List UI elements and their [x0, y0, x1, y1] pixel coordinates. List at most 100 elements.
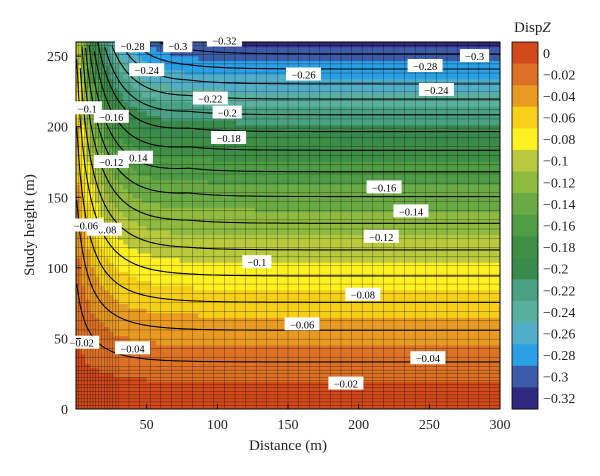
contour-cell	[325, 335, 331, 341]
contour-cell	[245, 110, 251, 116]
contour-cell	[151, 303, 157, 309]
contour-cell	[184, 184, 190, 190]
contour-cell	[207, 253, 214, 259]
contour-cell	[189, 216, 195, 222]
contour-cell	[165, 74, 171, 80]
contour-cell	[363, 335, 369, 341]
contour-cell	[311, 184, 317, 190]
contour-cell	[353, 197, 360, 204]
contour-cell	[344, 390, 350, 396]
contour-cell	[339, 399, 346, 406]
contour-cell	[203, 188, 209, 194]
contour-cell	[344, 197, 350, 204]
contour-cell	[236, 78, 242, 84]
contour-cell	[311, 239, 317, 245]
contour-cell	[339, 253, 346, 259]
contour-cell	[335, 358, 341, 364]
contour-cell	[203, 83, 209, 89]
contour-cell	[259, 106, 266, 112]
contour-cell	[297, 289, 303, 295]
contour-cell	[217, 234, 223, 240]
contour-cell	[278, 275, 284, 282]
contour-cell	[320, 317, 327, 323]
contour-cell	[269, 165, 275, 172]
contour-cell	[160, 110, 167, 116]
contour-cell	[297, 280, 303, 286]
contour-cell	[212, 271, 218, 277]
contour-cell	[344, 225, 350, 231]
contour-cell	[231, 142, 237, 149]
contour-cell	[259, 280, 266, 286]
contour-cell	[203, 46, 209, 52]
contour-cell	[302, 197, 308, 204]
contour-cell	[278, 225, 284, 231]
contour-cell	[259, 390, 266, 396]
contour-cell	[222, 239, 228, 245]
contour-cell	[193, 170, 200, 176]
contour-cell	[250, 358, 256, 364]
contour-cell	[222, 253, 228, 259]
contour-cell	[259, 161, 266, 167]
contour-cell	[193, 289, 200, 295]
contour-cell	[132, 142, 138, 149]
contour-cell	[222, 74, 228, 80]
contour-cell	[302, 78, 308, 84]
contour-cell	[217, 78, 223, 84]
contour-cell	[113, 142, 119, 149]
contour-cell	[212, 395, 218, 401]
contour-cell	[330, 142, 336, 149]
contour-cell	[344, 42, 350, 48]
contour-cell	[349, 321, 355, 328]
contour-cell	[349, 64, 355, 71]
contour-cell	[316, 156, 322, 162]
contour-cell	[273, 253, 280, 259]
contour-cell	[123, 335, 129, 341]
contour-cell	[292, 344, 299, 350]
contour-cell	[339, 175, 346, 181]
contour-cell	[288, 248, 294, 254]
contour-cell	[264, 115, 270, 121]
contour-cell	[151, 321, 157, 328]
contour-cell	[170, 363, 176, 369]
contour-cell	[269, 266, 275, 272]
contour-cell	[273, 312, 280, 318]
contour-cell	[368, 317, 374, 323]
contour-cell	[189, 386, 195, 392]
contour-cell	[118, 404, 124, 409]
contour-cell	[292, 349, 299, 355]
contour-cell	[146, 115, 152, 121]
contour-cell	[80, 230, 87, 236]
contour-cell	[80, 353, 87, 360]
contour-cell	[203, 152, 209, 158]
contour-cell	[113, 404, 119, 409]
contour-cell	[236, 46, 242, 52]
contour-cell	[123, 248, 129, 254]
contour-cell	[141, 312, 148, 318]
contour-cell	[255, 119, 261, 126]
contour-cell	[349, 46, 355, 52]
contour-cell	[198, 294, 204, 300]
contour-cell	[231, 197, 237, 204]
contour-cell	[316, 280, 322, 286]
contour-cell	[325, 344, 331, 350]
contour-cell	[325, 64, 331, 71]
contour-cell	[203, 74, 209, 80]
contour-cell	[368, 390, 374, 396]
contour-cell	[113, 83, 119, 89]
contour-cell	[353, 179, 360, 185]
contour-cell	[288, 142, 294, 149]
contour-cell	[137, 275, 143, 282]
contour-cell	[278, 87, 284, 94]
contour-cell	[85, 188, 91, 194]
contour-cell	[137, 285, 143, 291]
contour-cell	[174, 211, 181, 217]
contour-cell	[339, 152, 346, 158]
contour-cell	[269, 69, 275, 75]
contour-cell	[288, 303, 294, 309]
contour-cell	[151, 175, 157, 181]
contour-cell	[85, 170, 91, 176]
contour-cell	[207, 395, 214, 401]
contour-cell	[189, 230, 195, 236]
contour-cell	[99, 202, 105, 208]
contour-cell	[363, 266, 369, 272]
